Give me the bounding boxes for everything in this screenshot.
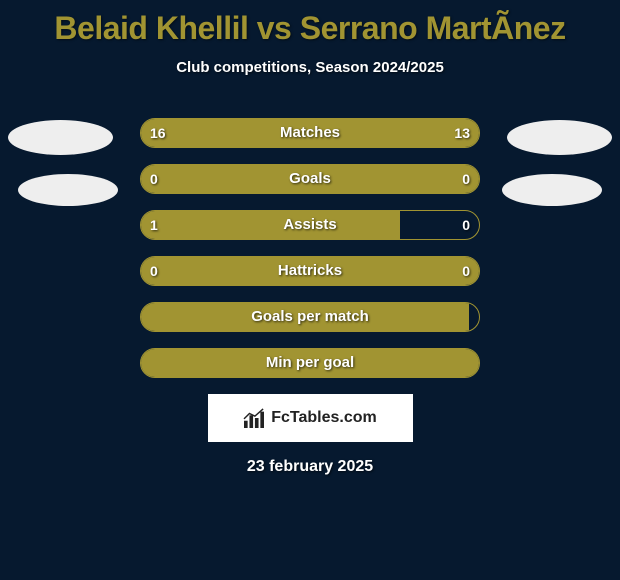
stat-right-value: 0 [462, 210, 470, 240]
stat-label: Goals per match [0, 302, 620, 332]
stat-label: Matches [0, 118, 620, 148]
page-title: Belaid Khellil vs Serrano MartÃ­nez [0, 0, 620, 47]
stat-row: 0 Goals 0 [0, 164, 620, 194]
stat-row: Min per goal [0, 348, 620, 378]
stat-right-value: 0 [462, 164, 470, 194]
stat-label: Goals [0, 164, 620, 194]
subtitle: Club competitions, Season 2024/2025 [0, 59, 620, 76]
stats-container: 16 Matches 13 0 Goals 0 1 Assists 0 0 Ha… [0, 118, 620, 378]
brand-text: FcTables.com [271, 409, 377, 427]
stat-label: Hattricks [0, 256, 620, 286]
stat-label: Min per goal [0, 348, 620, 378]
stat-row: 1 Assists 0 [0, 210, 620, 240]
brand-badge: FcTables.com [208, 394, 413, 442]
bar-chart-icon [243, 408, 265, 428]
stat-right-value: 0 [462, 256, 470, 286]
date-label: 23 february 2025 [0, 458, 620, 476]
stat-row: 16 Matches 13 [0, 118, 620, 148]
stat-label: Assists [0, 210, 620, 240]
stat-row: 0 Hattricks 0 [0, 256, 620, 286]
stat-right-value: 13 [454, 118, 470, 148]
stat-row: Goals per match [0, 302, 620, 332]
